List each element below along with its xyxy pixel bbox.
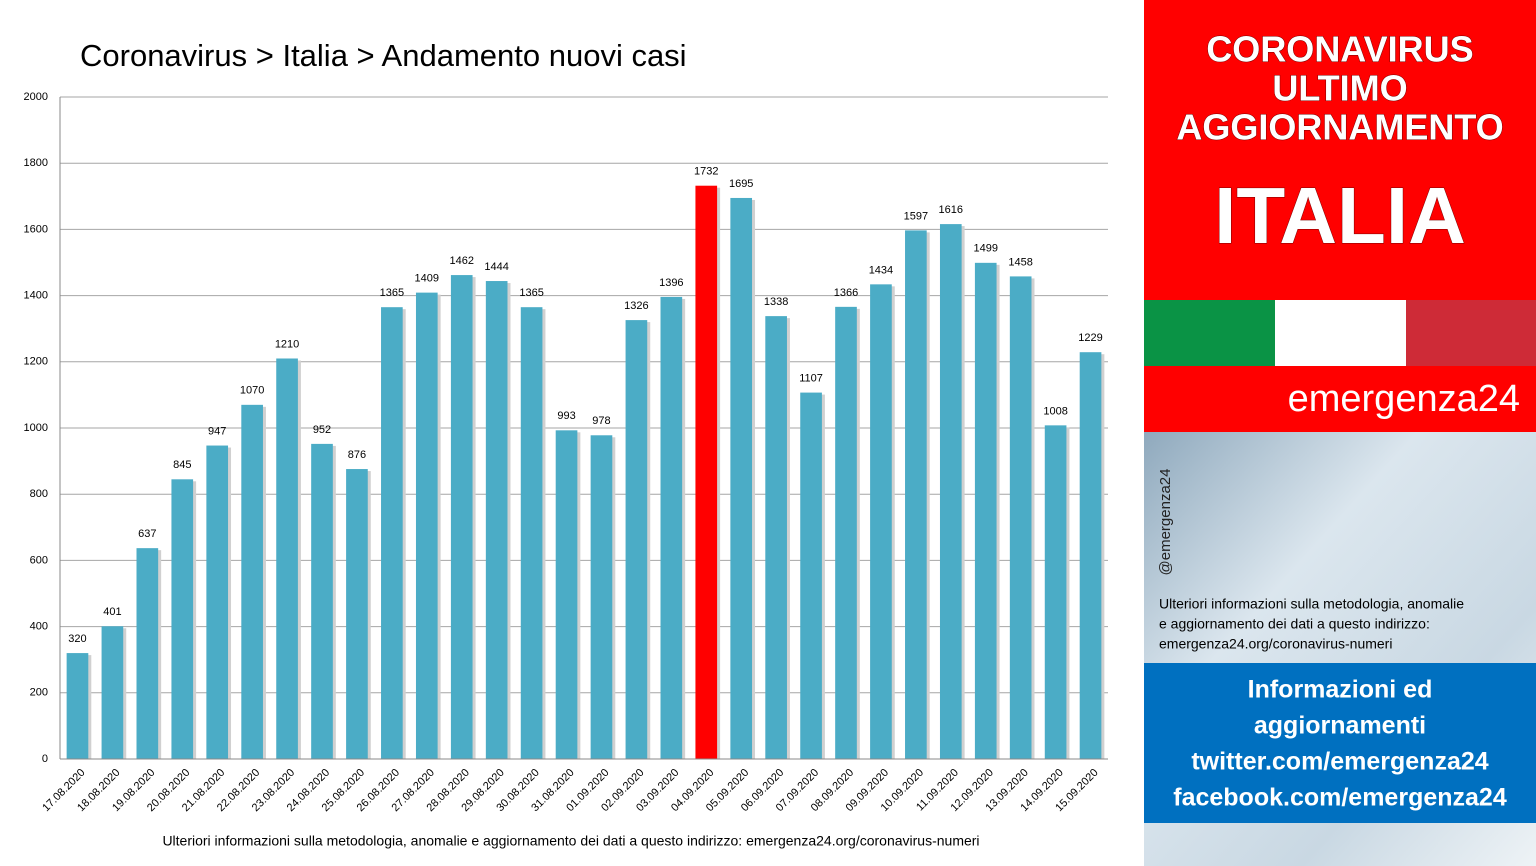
bar — [66, 653, 89, 759]
data-label: 1409 — [415, 273, 439, 285]
red-panel — [1144, 0, 1536, 300]
data-label: 993 — [557, 410, 575, 422]
data-label: 1326 — [624, 300, 648, 312]
data-label: 401 — [103, 606, 121, 618]
bar — [206, 445, 229, 759]
data-label: 1444 — [484, 261, 508, 273]
data-label: 1366 — [834, 287, 858, 299]
data-label: 947 — [208, 425, 226, 437]
y-tick-label: 1000 — [24, 422, 48, 434]
data-label: 952 — [313, 424, 331, 436]
data-label: 1458 — [1008, 256, 1032, 268]
bar — [485, 281, 508, 759]
y-tick-label: 800 — [30, 488, 48, 500]
flag-white — [1275, 300, 1406, 366]
bar — [311, 443, 333, 759]
bar — [415, 292, 438, 759]
bar — [136, 548, 159, 759]
bar — [974, 262, 997, 759]
bar — [450, 275, 473, 759]
info-panel — [1144, 663, 1536, 823]
bar — [870, 284, 892, 759]
data-label: 1338 — [764, 296, 788, 308]
y-tick-label: 0 — [42, 753, 48, 765]
bar — [800, 392, 822, 759]
data-label: 876 — [348, 449, 366, 461]
flag-red — [1406, 300, 1536, 366]
data-label: 320 — [68, 633, 86, 645]
data-label: 1210 — [275, 338, 299, 350]
data-label: 1434 — [869, 264, 893, 276]
heading-line: AGGIORNAMENTO — [1176, 107, 1503, 148]
data-label: 1499 — [973, 243, 997, 255]
data-label: 1695 — [729, 178, 753, 190]
footnote: Ulteriori informazioni sulla metodologia… — [162, 833, 979, 849]
bar — [590, 435, 613, 759]
y-tick-label: 1200 — [24, 356, 48, 368]
bar — [730, 197, 753, 759]
info-line: Informazioni ed — [1248, 676, 1433, 704]
data-label: 1008 — [1043, 405, 1067, 417]
bar — [1009, 276, 1032, 759]
brand: emergenza24 — [1288, 378, 1520, 420]
chart-title: Coronavirus > Italia > Andamento nuovi c… — [80, 38, 687, 73]
country: ITALIA — [1214, 171, 1466, 260]
data-label: 1462 — [449, 255, 473, 267]
info-line: aggiornamenti — [1254, 712, 1426, 740]
heading-line: CORONAVIRUS — [1206, 29, 1473, 70]
data-label: 1229 — [1078, 332, 1102, 344]
info-line: twitter.com/emergenza24 — [1191, 748, 1488, 776]
note-line: e aggiornamento dei dati a questo indiri… — [1159, 616, 1430, 632]
y-tick-label: 400 — [30, 621, 48, 633]
info-line: facebook.com/emergenza24 — [1173, 784, 1507, 812]
data-label: 1107 — [799, 372, 823, 384]
bar — [171, 479, 194, 759]
bar — [765, 316, 787, 759]
bar — [381, 307, 403, 759]
data-label: 978 — [592, 415, 610, 427]
data-label: 1396 — [659, 277, 683, 289]
heading-line: ULTIMO — [1272, 68, 1407, 109]
y-tick-label: 2000 — [24, 91, 48, 103]
bar — [835, 306, 857, 759]
bar — [520, 307, 543, 759]
handle: @emergenza24 — [1157, 469, 1174, 576]
y-tick-label: 1600 — [24, 223, 48, 235]
bar — [905, 230, 927, 759]
bar — [346, 469, 368, 759]
bar — [695, 185, 718, 759]
data-label: 845 — [173, 459, 191, 471]
flag-green — [1144, 300, 1275, 366]
bar — [101, 626, 124, 759]
y-tick-label: 600 — [30, 554, 48, 566]
sidebar — [1144, 0, 1536, 866]
data-label: 1365 — [519, 287, 543, 299]
brand-panel — [1144, 366, 1536, 432]
y-tick-label: 200 — [30, 687, 48, 699]
bar — [660, 296, 683, 759]
bar — [555, 430, 578, 759]
data-label: 1597 — [904, 210, 928, 222]
data-label: 1616 — [939, 204, 963, 216]
bar — [241, 404, 263, 759]
data-label: 1070 — [240, 385, 264, 397]
bar — [276, 358, 298, 759]
data-label: 637 — [138, 528, 156, 540]
data-label: 1365 — [380, 287, 404, 299]
note-line: Ulteriori informazioni sulla metodologia… — [1159, 596, 1464, 612]
bar — [1079, 352, 1102, 759]
data-label: 1732 — [694, 166, 718, 178]
note-line: emergenza24.org/coronavirus-numeri — [1159, 636, 1392, 652]
bar — [1044, 425, 1067, 759]
y-tick-label: 1800 — [24, 157, 48, 169]
bar — [939, 224, 962, 759]
y-tick-label: 1400 — [24, 290, 48, 302]
bar — [625, 320, 648, 759]
